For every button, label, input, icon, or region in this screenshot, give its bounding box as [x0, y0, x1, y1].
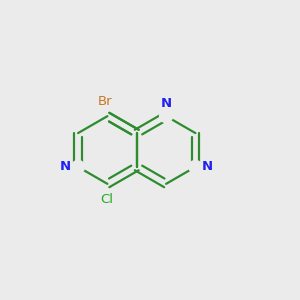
- Text: N: N: [202, 160, 213, 173]
- Circle shape: [72, 160, 85, 173]
- Circle shape: [160, 110, 172, 123]
- Text: N: N: [60, 160, 71, 173]
- Text: N: N: [160, 97, 172, 110]
- Text: Br: Br: [98, 95, 112, 108]
- Text: Cl: Cl: [100, 193, 113, 206]
- Circle shape: [189, 160, 202, 173]
